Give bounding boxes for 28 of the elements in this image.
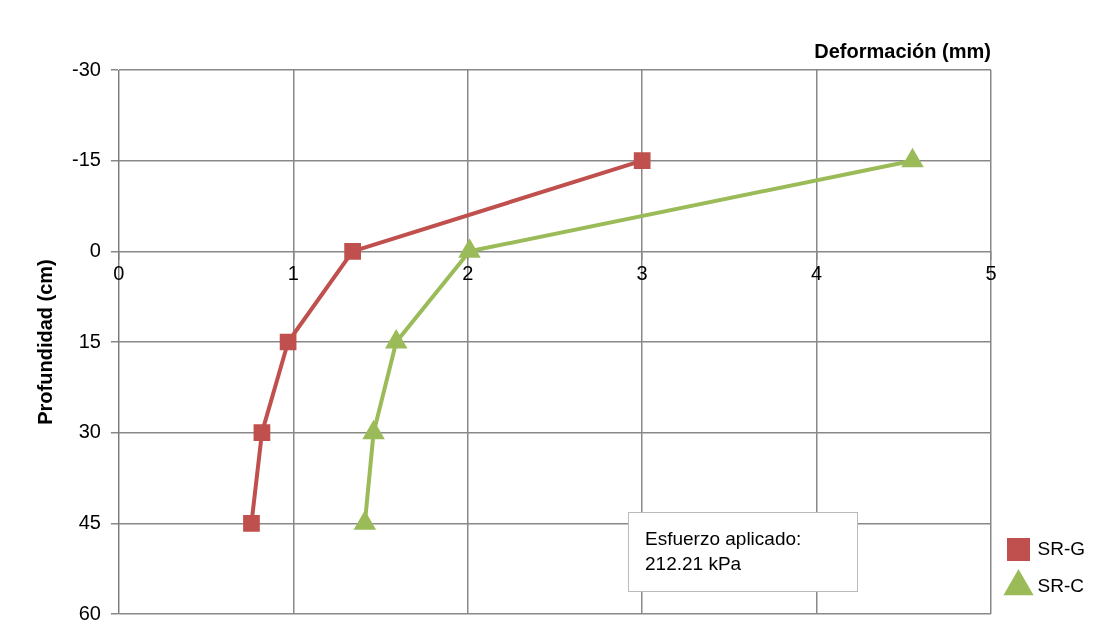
point <box>243 514 260 532</box>
legend-label: SR-G <box>1037 537 1085 559</box>
y-tick-label: -30 <box>72 57 101 80</box>
point <box>279 333 297 351</box>
y-tick-label: 45 <box>78 510 101 533</box>
point <box>355 512 375 530</box>
point <box>362 419 385 440</box>
text-box: Esfuerzo aplicado: 212.21 kPa <box>628 512 858 592</box>
point <box>386 331 407 349</box>
point <box>253 424 271 442</box>
x-tick-label: 0 <box>113 261 125 284</box>
point <box>459 240 480 258</box>
y-tick-label: 15 <box>78 329 101 352</box>
point <box>633 152 651 170</box>
legend-label: SR-C <box>1037 574 1084 596</box>
y-tick-label: 0 <box>89 238 101 261</box>
x-tick-label: 3 <box>636 261 648 284</box>
point <box>901 147 924 168</box>
x-axis-title: Deformación (mm) <box>814 39 991 62</box>
x-tick-label: 4 <box>811 261 823 284</box>
y-tick-label: -15 <box>72 148 101 171</box>
y-tick-label: 60 <box>78 601 101 624</box>
x-tick-label: 2 <box>462 261 474 284</box>
point <box>344 242 361 260</box>
y-axis-title: Profundidad (cm) <box>33 259 56 425</box>
x-tick-label: 5 <box>985 261 997 284</box>
y-tick-label: 30 <box>78 420 101 443</box>
x-tick-label: 1 <box>287 261 299 284</box>
